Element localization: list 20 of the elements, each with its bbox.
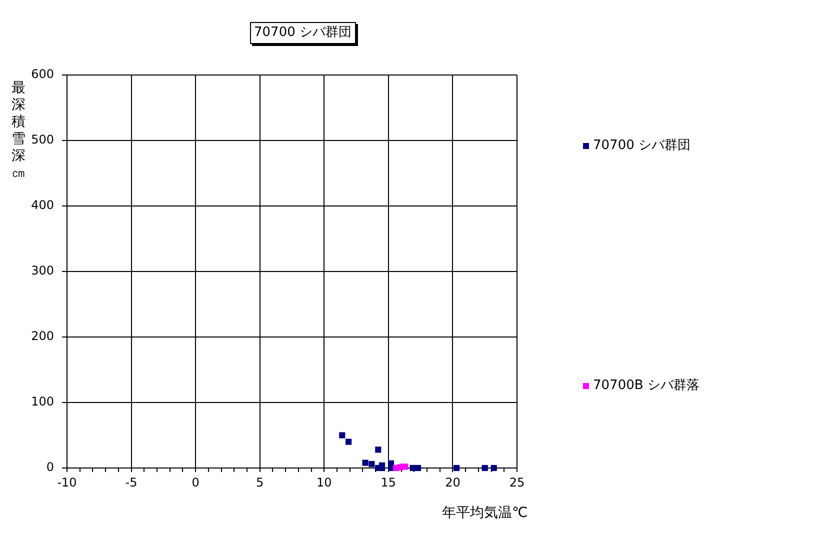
chart-title: 70700 シバ群団 xyxy=(250,22,356,44)
x-tick-label: 0 xyxy=(192,475,200,490)
legend-label: 70700 シバ群団 xyxy=(593,138,690,154)
y-tick-label: 300 xyxy=(31,264,54,278)
y-tick-label: 100 xyxy=(31,394,54,409)
x-axis-title: 年平均気温℃ xyxy=(442,505,528,521)
x-tick-label: 10 xyxy=(316,475,332,490)
y-tick-label: 600 xyxy=(31,67,54,82)
x-tick-label: 20 xyxy=(445,475,460,490)
legend-label: 70700B シバ群落 xyxy=(593,378,700,394)
y-tick-label: 400 xyxy=(31,198,54,212)
y-tick-label: 0 xyxy=(46,460,54,474)
y-tick-label: 200 xyxy=(31,329,54,344)
x-tick-label: -10 xyxy=(57,475,77,490)
x-tick-label: 25 xyxy=(509,475,525,490)
x-tick-label: 5 xyxy=(256,475,264,490)
y-tick-label: 500 xyxy=(31,132,54,147)
x-tick-label: 15 xyxy=(380,475,396,490)
x-tick-label: -5 xyxy=(125,475,138,490)
y-axis-title: 最深積雪深㎝ xyxy=(11,80,26,182)
